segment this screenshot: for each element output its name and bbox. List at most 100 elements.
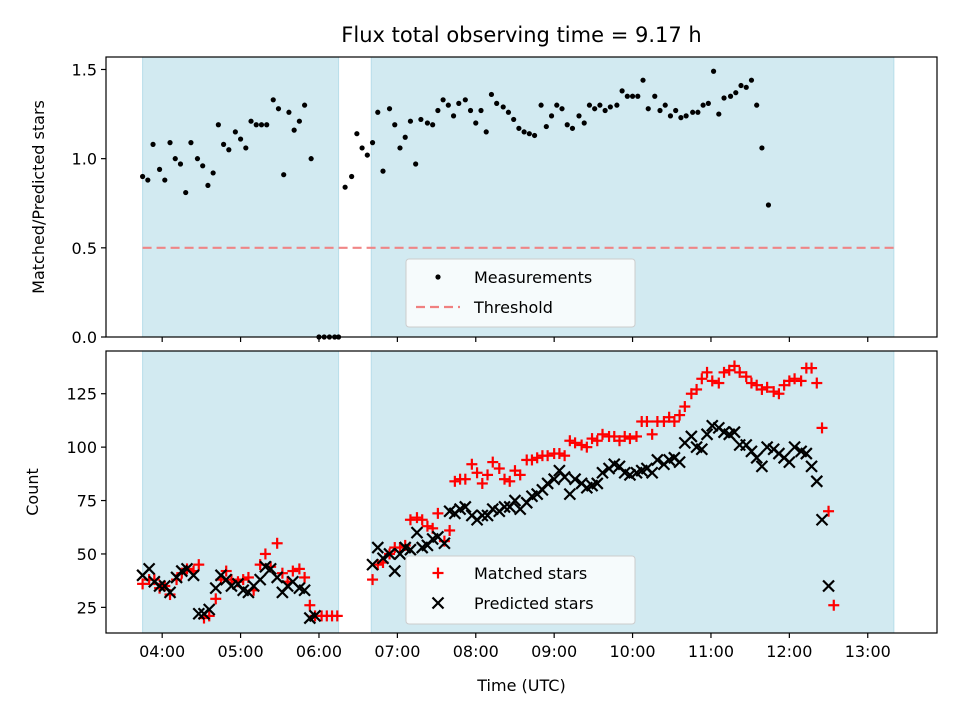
measurement-point bbox=[177, 161, 184, 167]
y-tick-label: 1.0 bbox=[72, 150, 97, 169]
measurement-point bbox=[450, 113, 457, 119]
predicted-star-point bbox=[192, 607, 206, 621]
marker-stroke bbox=[286, 575, 300, 589]
matched-star-point bbox=[432, 507, 444, 519]
predicted-star-point bbox=[591, 477, 604, 490]
predicted-star-point bbox=[673, 455, 686, 469]
measurement-point bbox=[673, 107, 679, 114]
measurement-point bbox=[349, 173, 355, 180]
predicted-star-point bbox=[558, 470, 571, 484]
marker-stroke bbox=[293, 581, 306, 595]
measurement-point bbox=[167, 140, 173, 146]
measurement-point bbox=[150, 141, 156, 147]
measurement-point bbox=[200, 163, 206, 169]
predicted-star-point bbox=[404, 543, 417, 556]
measurement-point bbox=[302, 102, 308, 108]
marker-stroke bbox=[685, 430, 698, 443]
measurement-point bbox=[652, 93, 658, 99]
predicted-star-point bbox=[783, 455, 796, 469]
measurement-point bbox=[397, 145, 403, 151]
predicted-star-point bbox=[264, 562, 277, 576]
matched-star-point bbox=[745, 377, 757, 389]
matched-star-point bbox=[630, 430, 642, 442]
measurement-point bbox=[308, 156, 314, 162]
measurement-point bbox=[526, 131, 532, 137]
measurement-point bbox=[296, 118, 302, 124]
matched-star-point bbox=[679, 401, 691, 413]
measurement-point bbox=[188, 140, 194, 146]
measurement-point bbox=[586, 102, 593, 108]
measurement-point bbox=[407, 118, 414, 124]
matched-star-point bbox=[259, 548, 271, 560]
top-axes-frame bbox=[105, 56, 938, 338]
measurement-point bbox=[139, 173, 146, 180]
measurement-point bbox=[286, 109, 292, 115]
matched-star-point bbox=[287, 565, 299, 577]
measurement-point bbox=[253, 122, 259, 128]
measurement-point bbox=[237, 136, 244, 142]
marker-stroke bbox=[695, 442, 709, 456]
matched-star-point bbox=[210, 593, 222, 605]
measurement-point bbox=[342, 184, 348, 190]
measurement-point bbox=[505, 109, 512, 115]
measurement-point bbox=[215, 122, 221, 128]
measurement-point bbox=[569, 125, 576, 131]
y-tick-label: 25 bbox=[77, 598, 97, 617]
measurement-point bbox=[531, 132, 538, 139]
measurement-point bbox=[462, 97, 468, 103]
marker-stroke bbox=[376, 551, 390, 565]
x-tick-label: 05:00 bbox=[218, 642, 264, 661]
x-axis-label: Time (UTC) bbox=[476, 676, 565, 695]
matched-star-point bbox=[789, 373, 801, 385]
marker-stroke bbox=[158, 579, 172, 593]
predicted-star-point bbox=[547, 472, 561, 486]
matched-star-point bbox=[137, 578, 149, 590]
marker-stroke bbox=[180, 562, 194, 576]
matched-star-point bbox=[823, 505, 835, 517]
predicted-star-point bbox=[700, 428, 714, 441]
matched-star-point bbox=[597, 428, 609, 440]
matched-star-point bbox=[564, 435, 576, 447]
x-tick-label: 07:00 bbox=[374, 642, 420, 661]
predicted-star-point bbox=[383, 547, 396, 561]
predicted-star-point bbox=[476, 509, 489, 522]
matched-star-point bbox=[293, 563, 305, 575]
marker-stroke bbox=[810, 475, 824, 488]
measurement-point bbox=[614, 102, 620, 108]
predicted-star-point bbox=[750, 451, 763, 465]
marker-stroke bbox=[541, 477, 554, 490]
measurement-point bbox=[402, 134, 408, 140]
measurement-point bbox=[667, 113, 674, 119]
matched-star-point bbox=[193, 559, 205, 571]
predicted-star-point bbox=[498, 500, 511, 514]
measurement-point bbox=[645, 106, 651, 112]
marker-stroke bbox=[783, 455, 796, 469]
measurement-point bbox=[564, 122, 570, 128]
measurement-point bbox=[145, 177, 151, 183]
measurement-point bbox=[759, 145, 765, 151]
predicted-star-point bbox=[596, 466, 609, 480]
matched-star-point bbox=[641, 416, 653, 427]
measurement-points bbox=[139, 68, 772, 340]
marker-stroke bbox=[264, 562, 277, 576]
marker-stroke bbox=[673, 455, 686, 469]
marker-stroke bbox=[591, 477, 604, 490]
matched-star-point bbox=[372, 559, 384, 571]
marker-stroke bbox=[219, 573, 233, 586]
marker-stroke bbox=[596, 466, 609, 480]
predicted-star-point bbox=[563, 487, 577, 501]
bottom-panel: 25 50 75 100 125 04:00 05:00 06:00 07:00 08:00 09… bbox=[23, 350, 938, 695]
measurement-point bbox=[354, 131, 360, 137]
measurement-point bbox=[424, 120, 431, 126]
legend-threshold-label: Threshold bbox=[473, 298, 553, 317]
marker-stroke bbox=[298, 583, 311, 597]
measurement-point bbox=[765, 202, 772, 208]
bottom-y-ticks: 25 50 75 100 125 bbox=[66, 385, 106, 617]
top-legend-box bbox=[405, 258, 636, 328]
matched-star-point bbox=[768, 386, 780, 398]
x-tick-label: 08:00 bbox=[453, 642, 499, 661]
predicted-star-point bbox=[376, 551, 390, 565]
measurement-point bbox=[721, 95, 727, 101]
measurement-point bbox=[291, 127, 297, 133]
